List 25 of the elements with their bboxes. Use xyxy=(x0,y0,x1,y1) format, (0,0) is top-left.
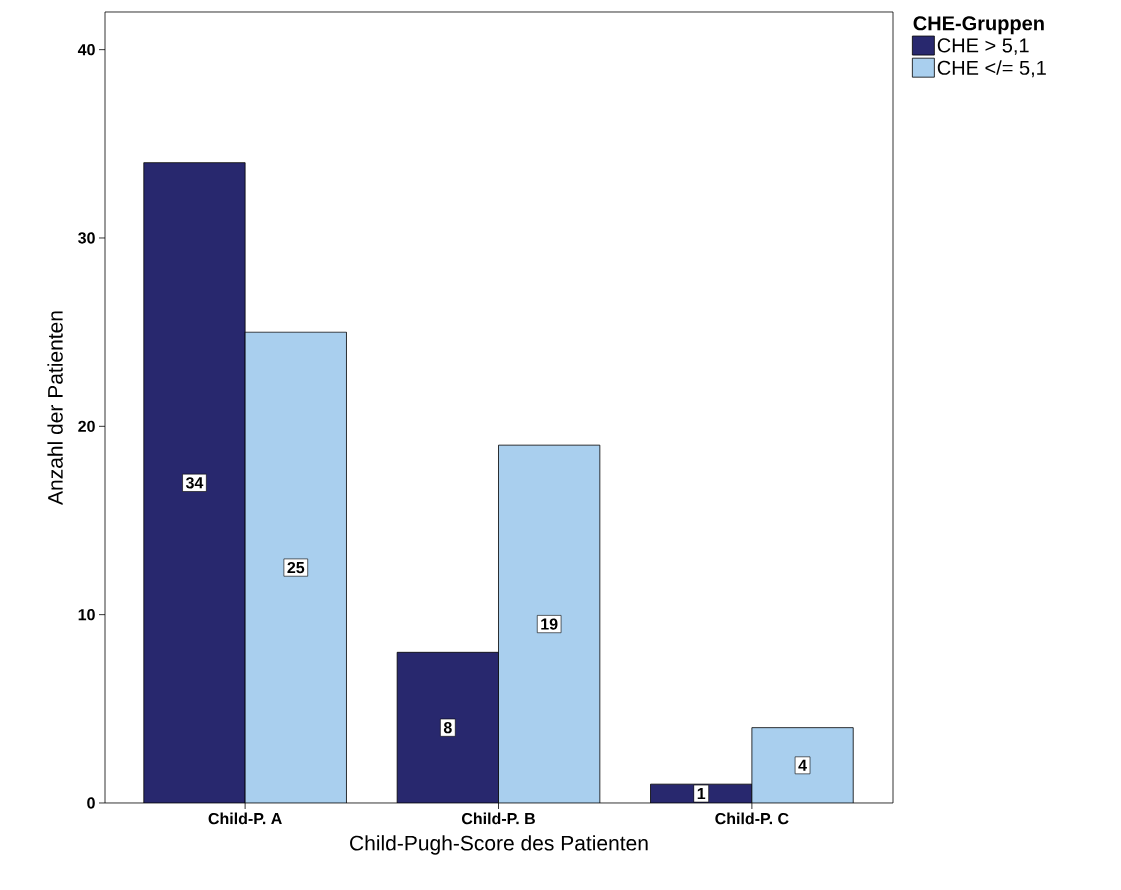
y-tick-label: 30 xyxy=(78,232,95,244)
x-tick-label: Child-P. C xyxy=(715,812,789,825)
bar xyxy=(650,783,753,803)
x-tick-label: Child-P. A xyxy=(208,812,282,825)
bar xyxy=(244,331,347,803)
data-label: 34 xyxy=(185,477,204,489)
y-tick-label: 20 xyxy=(78,420,95,432)
legend-label: CHE > 5,1 xyxy=(937,38,1029,55)
bar xyxy=(751,727,854,803)
y-tick-label: 10 xyxy=(78,608,95,621)
legend-title: CHE-Gruppen xyxy=(913,16,1044,35)
y-tick-label: 0 xyxy=(87,797,95,809)
y-axis-title: Anzahl der Patienten xyxy=(47,311,63,505)
bar xyxy=(143,162,246,803)
data-label: 8 xyxy=(443,721,452,734)
data-label: 4 xyxy=(798,759,807,771)
data-label: 25 xyxy=(287,561,305,574)
x-tick-label: Child-P. B xyxy=(461,812,535,825)
legend-label: CHE </= 5,1 xyxy=(937,60,1046,78)
bar xyxy=(397,652,499,803)
bar xyxy=(498,445,600,803)
data-label: 19 xyxy=(541,618,558,630)
data-label: 1 xyxy=(697,788,706,800)
y-tick-label: 40 xyxy=(77,43,95,56)
x-axis-title: Child-Pugh-Score des Patienten xyxy=(350,835,648,855)
